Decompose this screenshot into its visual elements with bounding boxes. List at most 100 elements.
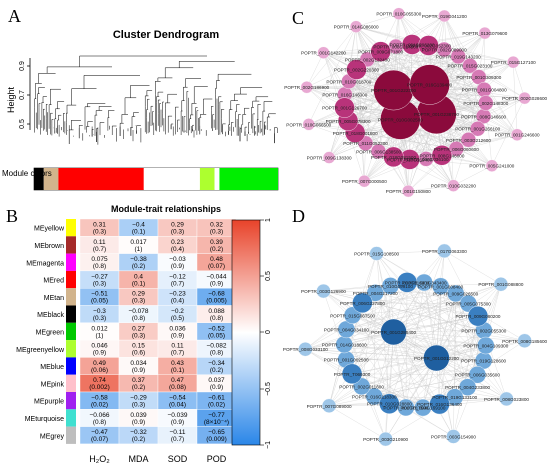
network-c-node bbox=[370, 41, 391, 62]
heatmap-cell-pvalue: (0.3) bbox=[210, 229, 223, 236]
heatmap-cell-pvalue: (0.9) bbox=[171, 263, 184, 270]
network-d-node-label: POPTR_008G023800 bbox=[484, 397, 529, 402]
network-d-node-label: POPTR_005G075300 bbox=[446, 302, 491, 307]
network-c-node-label: POPTR_013G079600 bbox=[462, 31, 507, 36]
heatmap-cell-pvalue: (0.9) bbox=[210, 280, 223, 287]
heatmap-cell-correlation: 0.4 bbox=[134, 273, 143, 280]
network-c-node bbox=[462, 58, 478, 74]
heatmap-column-labels: H₂O₂ MDA SOD POD bbox=[89, 454, 226, 464]
network-c-node-label: POPTR_001G150800 bbox=[386, 189, 431, 194]
heatmap-row-label: MEtan bbox=[44, 295, 64, 302]
module-color-swatch bbox=[66, 236, 76, 254]
network-d-node bbox=[423, 344, 450, 372]
network-c-node-label: POPTR_002G028600 bbox=[502, 96, 547, 101]
network-d-node bbox=[467, 305, 489, 327]
heatmap-cell-pvalue: (0.07) bbox=[91, 436, 108, 443]
panel-label-b: B bbox=[6, 206, 19, 226]
heatmap-cell-correlation: −0.082 bbox=[206, 343, 226, 350]
network-c-node-label: POPTR_018G001800 bbox=[333, 131, 378, 136]
network-c-node-label: POPTR_002G089000 bbox=[422, 48, 467, 53]
heatmap-cell-correlation: 0.48 bbox=[210, 256, 223, 263]
network-d-node-label: POPTR_T069300 bbox=[334, 372, 371, 377]
network-c-node bbox=[349, 20, 363, 33]
heatmap-cell-correlation: 0.39 bbox=[210, 239, 223, 246]
heatmap-cell-correlation: 0.075 bbox=[91, 256, 108, 263]
network-c-node-label: POPTR_010G032200 bbox=[431, 184, 476, 189]
heatmap-cell-correlation: −0.03 bbox=[169, 256, 186, 263]
network-c-node-label: POPTR_001G222300 bbox=[371, 88, 416, 93]
network-c-node-label: POPTR_010G055300 bbox=[376, 12, 421, 17]
heatmap-cell-correlation: −0.68 bbox=[208, 291, 225, 298]
network-c-node-label: POPTR_010G169400 bbox=[387, 157, 432, 162]
network-d-node bbox=[298, 342, 313, 357]
network-d-node bbox=[468, 366, 487, 384]
network-d-node bbox=[477, 336, 495, 355]
dendrogram-y-tick-label: 0.7 bbox=[19, 90, 26, 100]
heatmap-cell-correlation: 0.088 bbox=[208, 308, 225, 315]
network-d-node-label: POPTR_001G008400 bbox=[418, 284, 463, 289]
network-d-node-label: POPTR_003G116900 bbox=[385, 280, 430, 285]
heatmap-cell-correlation: −0.58 bbox=[91, 395, 108, 402]
heatmap-cell-correlation: −0.77 bbox=[208, 412, 225, 419]
module-color-swatch bbox=[66, 409, 76, 427]
network-d-node-label: POPTR_002G011600 bbox=[339, 384, 384, 389]
heatmap-cell-correlation: −0.52 bbox=[208, 325, 225, 332]
heatmap-cell-correlation: 0.43 bbox=[171, 360, 184, 367]
network-c-node-label: POPTR_007G000500 bbox=[342, 179, 387, 184]
network-c-node bbox=[300, 81, 313, 94]
network-c-node bbox=[478, 95, 494, 111]
heatmap-cell-correlation: 0.15 bbox=[132, 343, 145, 350]
network-c-node bbox=[334, 97, 355, 118]
colorbar-tick-label: −0.5 bbox=[265, 382, 272, 396]
colorbar-tick-label: −1 bbox=[265, 441, 272, 449]
heatmap-row-label: MEblue bbox=[40, 364, 64, 371]
heatmap-row-label: MEmagenta bbox=[26, 260, 64, 267]
heatmap-cell-pvalue: (0.6) bbox=[132, 350, 145, 357]
network-c-node bbox=[470, 121, 486, 137]
panel-label-c: C bbox=[292, 8, 305, 28]
network-d-node-label: POPTR_001G002500 bbox=[324, 358, 369, 363]
heatmap-cell-pvalue: (0.1) bbox=[132, 229, 145, 236]
heatmap-column-label: POD bbox=[207, 454, 227, 464]
heatmap-row-label: MEpurple bbox=[34, 399, 64, 406]
dendrogram-y-tick-label: 0.5 bbox=[19, 119, 26, 129]
network-c-node-label: POPTR_002G052300 bbox=[406, 43, 451, 48]
colorbar-tick-label: 0.5 bbox=[265, 271, 272, 281]
network-c-node-label: POPTR_006G060600 bbox=[434, 147, 479, 152]
module-color-segment bbox=[199, 168, 215, 190]
heatmap-cell-pvalue: (1) bbox=[96, 332, 104, 339]
network-d-node-label: POPTR_003G154900 bbox=[431, 434, 476, 439]
network-d-node bbox=[431, 277, 450, 295]
heatmap-cell-correlation: −0.27 bbox=[91, 273, 108, 280]
module-color-swatch bbox=[66, 322, 76, 341]
heatmap-cell-pvalue: (0.3) bbox=[171, 229, 184, 236]
network-d-node bbox=[447, 284, 465, 303]
network-c-node-label: POPTR_001G238700 bbox=[414, 112, 459, 117]
heatmap-cell-correlation: 0.034 bbox=[130, 360, 147, 367]
network-c-node bbox=[322, 151, 336, 164]
heatmap-cell-pvalue: (0.9) bbox=[132, 367, 145, 374]
network-d-node-label: POPTR_015G067500 bbox=[330, 313, 375, 318]
network-d-node-label: POPTR_014G018600 bbox=[322, 342, 367, 347]
heatmap-cell-pvalue: (0.9) bbox=[171, 332, 184, 339]
network-c-node bbox=[317, 46, 330, 59]
network-d-node bbox=[437, 243, 452, 259]
heatmap-cell-pvalue: (0.2) bbox=[210, 367, 223, 374]
network-d-node-label: POPTR_002G055300 bbox=[461, 328, 506, 333]
network-d-node bbox=[380, 318, 407, 346]
network-d-node-label: POPTR_009G080200 bbox=[455, 314, 500, 319]
network-c-node-label: POPTR_019G143200 bbox=[436, 54, 481, 59]
network-c-node-label: POPTR_001G266100 bbox=[455, 127, 500, 132]
dendrogram-tree bbox=[34, 55, 278, 145]
heatmap-cell-pvalue: (0.8) bbox=[93, 419, 106, 426]
heatmap-cell-pvalue: (0.7) bbox=[93, 246, 106, 253]
network-c-node-label: POPTR_010G002500 bbox=[378, 117, 423, 122]
network-c-node bbox=[485, 159, 499, 172]
heatmap-row-label: MEyellow bbox=[34, 226, 65, 233]
network-d-node-label: POPTR_001G343400 bbox=[402, 281, 447, 286]
module-color-segment bbox=[214, 168, 220, 190]
network-c-node-label: POPTR_001G296200 bbox=[390, 42, 435, 47]
network-d-node-label: POPTR_017G063300 bbox=[422, 249, 467, 254]
network-d-node-label: POPTR_019G128600 bbox=[461, 359, 506, 364]
